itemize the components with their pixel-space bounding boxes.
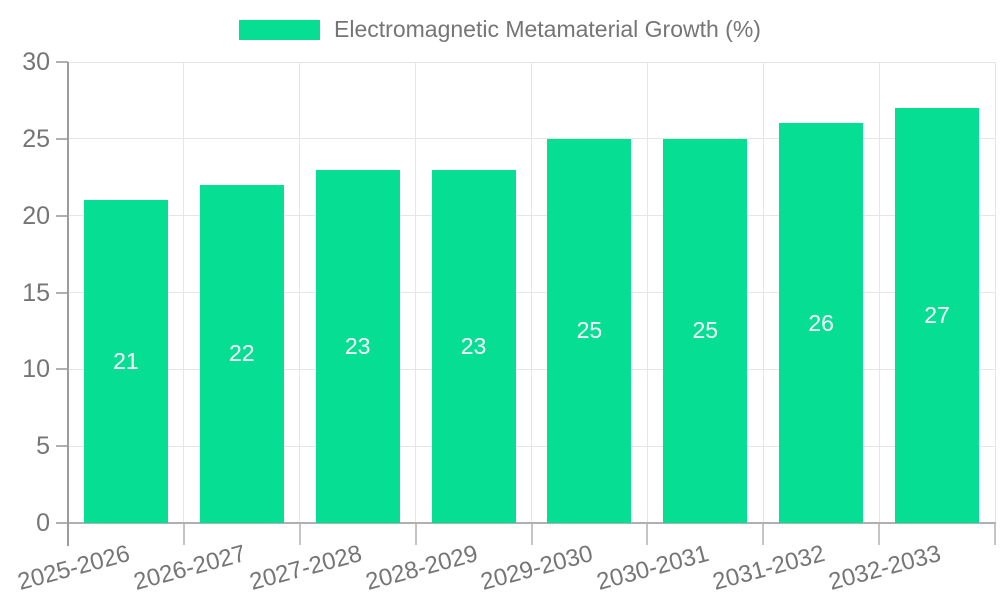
y-tick-label: 25 bbox=[22, 124, 50, 153]
x-gridline bbox=[415, 62, 417, 523]
y-tick-mark bbox=[56, 137, 68, 140]
y-tick-label: 5 bbox=[36, 432, 50, 461]
bar-value-label: 23 bbox=[344, 332, 371, 359]
legend-swatch bbox=[239, 19, 321, 40]
x-tick-mark bbox=[530, 523, 533, 545]
x-gridline bbox=[878, 62, 880, 523]
y-tick-label: 0 bbox=[36, 509, 50, 537]
x-tick-mark bbox=[994, 523, 996, 545]
x-tick-mark bbox=[182, 523, 185, 545]
bar[interactable]: 26 bbox=[779, 123, 864, 523]
bar[interactable]: 27 bbox=[895, 108, 980, 523]
bar[interactable]: 25 bbox=[547, 138, 632, 523]
x-tick-mark bbox=[646, 523, 649, 545]
x-gridline bbox=[183, 62, 185, 523]
x-axis-line bbox=[56, 522, 996, 524]
x-tick-mark bbox=[298, 523, 301, 545]
y-tick-label: 15 bbox=[22, 278, 50, 307]
plot-area: 0 5 10 15 20 25 30 21 22 23 23 25 25 26 27 2025-2026 202… bbox=[15, 48, 996, 596]
bar[interactable]: 22 bbox=[199, 184, 284, 523]
y-tick-label: 10 bbox=[22, 355, 50, 384]
y-tick-mark bbox=[56, 445, 68, 448]
y-tick-mark bbox=[56, 214, 68, 217]
bar[interactable]: 23 bbox=[431, 169, 516, 523]
bar-value-label: 26 bbox=[808, 309, 834, 336]
x-tick-mark bbox=[414, 523, 417, 545]
y-tick-mark bbox=[56, 368, 68, 371]
legend[interactable]: Electromagnetic Metamaterial Growth (%) bbox=[0, 16, 1000, 43]
bar[interactable]: 23 bbox=[315, 169, 400, 523]
bar-value-label: 25 bbox=[576, 317, 603, 344]
x-gridline bbox=[646, 62, 648, 523]
bar-value-label: 23 bbox=[460, 332, 487, 359]
bar-value-label: 21 bbox=[113, 348, 139, 375]
y-axis-line bbox=[67, 62, 69, 546]
x-gridline bbox=[299, 62, 301, 523]
bar[interactable]: 25 bbox=[663, 138, 748, 523]
x-gridline bbox=[762, 62, 764, 523]
x-gridline bbox=[994, 62, 996, 523]
x-tick-mark bbox=[762, 523, 765, 545]
y-tick-label: 20 bbox=[22, 201, 50, 230]
bar[interactable]: 21 bbox=[83, 200, 168, 523]
bar-value-label: 22 bbox=[229, 340, 255, 367]
y-tick-mark bbox=[56, 61, 68, 63]
y-tick-mark bbox=[56, 291, 68, 294]
y-tick-label: 30 bbox=[22, 48, 50, 76]
x-gridline bbox=[531, 62, 532, 523]
legend-label: Electromagnetic Metamaterial Growth (%) bbox=[334, 16, 761, 42]
x-tick-mark bbox=[878, 523, 881, 545]
bar-value-label: 27 bbox=[924, 302, 950, 329]
bar-value-label: 25 bbox=[692, 317, 719, 344]
